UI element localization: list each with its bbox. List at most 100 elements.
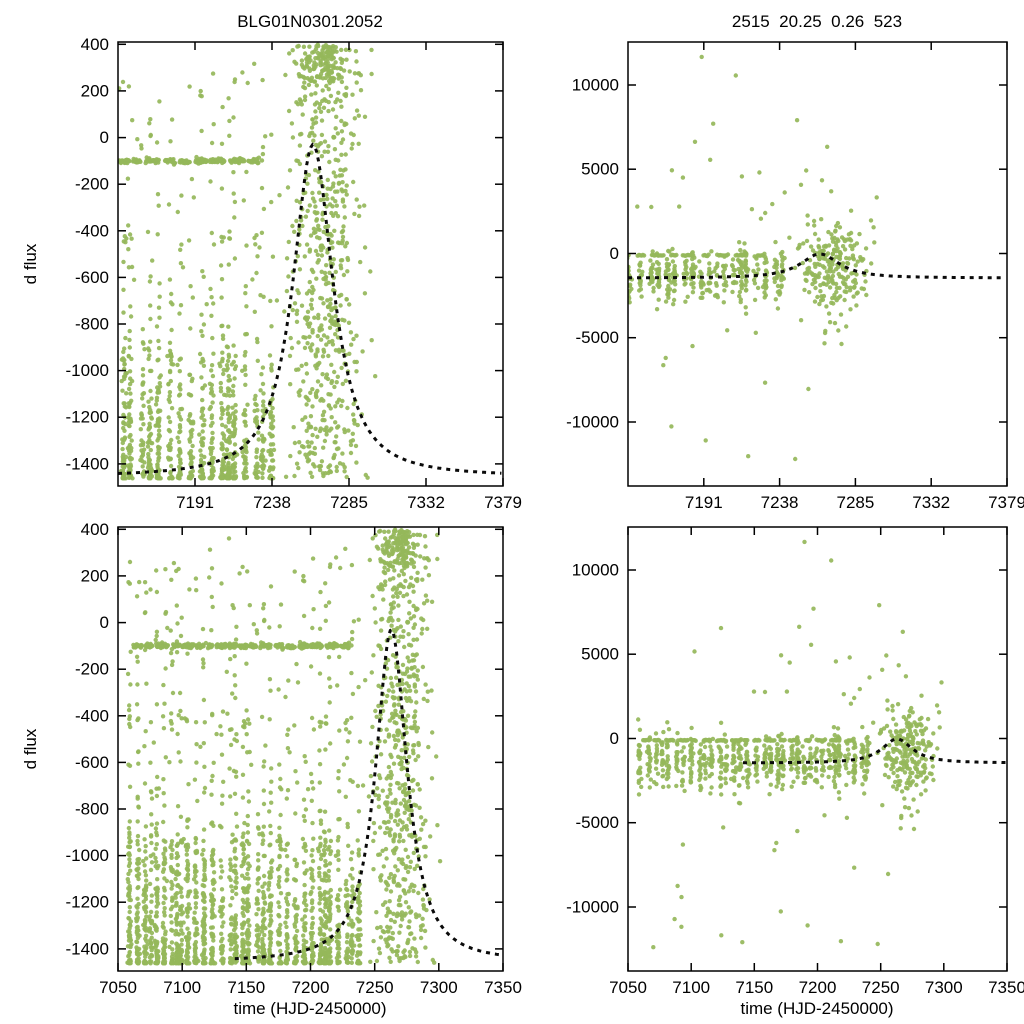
data-point — [148, 909, 154, 915]
data-point — [328, 851, 333, 857]
data-point — [344, 192, 349, 197]
data-point — [844, 255, 849, 261]
data-point — [762, 295, 767, 300]
data-point — [245, 717, 251, 722]
data-point — [267, 923, 272, 928]
data-point — [337, 173, 342, 178]
data-point — [323, 581, 328, 586]
data-point — [201, 916, 206, 922]
data-point — [277, 785, 283, 790]
data-point — [291, 425, 296, 430]
data-point — [283, 938, 289, 943]
data-point — [308, 664, 314, 669]
data-point — [261, 853, 266, 859]
data-point — [353, 443, 359, 449]
data-point — [252, 61, 257, 66]
data-point — [350, 629, 355, 635]
data-point — [777, 292, 782, 297]
data-point — [300, 836, 306, 842]
data-point — [305, 341, 310, 346]
data-point — [178, 429, 183, 434]
data-point — [648, 271, 653, 276]
data-point — [314, 74, 320, 79]
data-point — [303, 415, 308, 420]
data-point — [301, 797, 307, 802]
data-point — [317, 105, 322, 111]
data-point — [200, 333, 205, 338]
data-point — [320, 909, 326, 914]
data-point — [278, 839, 283, 844]
data-point — [263, 743, 268, 748]
data-point — [189, 176, 195, 182]
data-point — [261, 824, 266, 829]
data-point — [299, 444, 305, 449]
data-point — [156, 423, 162, 429]
data-point — [169, 711, 174, 716]
data-point — [259, 455, 264, 460]
data-point — [334, 114, 339, 120]
data-point — [126, 475, 132, 480]
data-point — [269, 779, 274, 784]
data-point — [113, 464, 117, 468]
data-point — [187, 474, 192, 479]
data-point — [806, 386, 811, 392]
data-point — [317, 870, 322, 876]
data-point — [337, 922, 342, 927]
data-point — [148, 789, 154, 794]
data-point — [127, 857, 132, 862]
data-point — [260, 77, 265, 83]
data-point — [365, 475, 370, 480]
data-point — [220, 323, 225, 328]
data-point — [691, 253, 696, 258]
x-tick-label: 7238 — [253, 493, 291, 512]
data-point — [823, 256, 828, 261]
data-point — [220, 898, 225, 903]
data-point — [309, 931, 314, 937]
data-point — [234, 811, 239, 816]
data-point — [305, 76, 310, 81]
data-point — [292, 569, 297, 574]
data-point — [328, 392, 333, 397]
data-point — [628, 300, 632, 305]
data-point — [234, 624, 239, 629]
data-point — [319, 296, 325, 301]
data-point — [118, 86, 122, 91]
data-point — [120, 440, 126, 446]
data-point — [284, 878, 289, 883]
data-point — [220, 422, 225, 428]
data-point — [178, 457, 183, 462]
data-point — [156, 157, 161, 163]
data-point — [319, 459, 325, 464]
data-point — [285, 956, 290, 961]
data-point — [162, 888, 167, 893]
data-point — [234, 891, 239, 897]
data-point — [350, 951, 355, 956]
data-point — [310, 867, 315, 873]
data-point — [166, 397, 171, 402]
data-point — [143, 849, 148, 854]
data-point — [154, 891, 159, 896]
data-point — [241, 831, 246, 836]
data-point — [655, 270, 661, 275]
data-point — [333, 322, 338, 328]
data-point — [174, 922, 180, 927]
data-point — [774, 276, 779, 281]
data-point — [168, 718, 174, 724]
data-point — [339, 104, 344, 109]
data-point — [268, 936, 273, 941]
data-point — [220, 445, 225, 451]
data-point — [851, 294, 856, 299]
data-point — [297, 440, 302, 445]
data-point — [184, 953, 189, 959]
data-point — [256, 956, 261, 962]
data-point — [317, 960, 323, 965]
data-point — [313, 168, 318, 173]
data-point — [325, 149, 331, 154]
data-point — [234, 880, 239, 885]
data-point — [168, 139, 173, 144]
data-point — [200, 269, 205, 274]
data-point — [639, 294, 644, 299]
data-point — [293, 919, 299, 924]
data-point — [130, 118, 135, 123]
data-point — [233, 402, 238, 408]
